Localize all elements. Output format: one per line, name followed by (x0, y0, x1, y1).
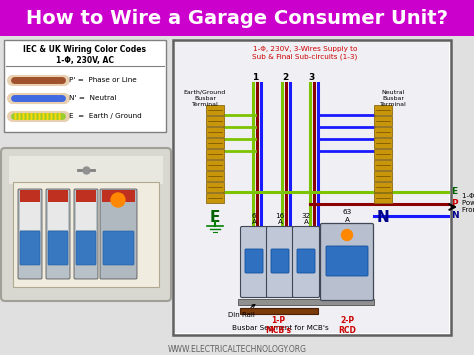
Text: N' =  Neutral: N' = Neutral (69, 95, 117, 101)
FancyBboxPatch shape (320, 224, 374, 300)
FancyBboxPatch shape (292, 226, 319, 297)
Text: Neutral
Busbar
Terminal: Neutral Busbar Terminal (380, 90, 406, 106)
Bar (206, 127, 224, 137)
Text: 1-Φ, 230V
Power Supply
From MDB: 1-Φ, 230V Power Supply From MDB (462, 193, 474, 213)
Text: 2-P
RCD: 2-P RCD (338, 316, 356, 335)
FancyBboxPatch shape (1, 148, 171, 301)
Bar (374, 116, 392, 126)
Bar (374, 160, 392, 170)
Bar (206, 105, 224, 115)
Bar (374, 182, 392, 192)
Bar (173, 40, 451, 335)
FancyBboxPatch shape (271, 249, 289, 273)
FancyBboxPatch shape (245, 249, 263, 273)
Text: E: E (210, 210, 220, 225)
Bar (206, 160, 224, 170)
Text: 2: 2 (282, 73, 288, 82)
FancyBboxPatch shape (266, 226, 293, 297)
Bar (13, 182, 159, 287)
FancyBboxPatch shape (48, 231, 68, 265)
Text: Earth/Ground
Busbar
Terminal: Earth/Ground Busbar Terminal (184, 90, 226, 106)
Bar (206, 138, 224, 148)
Text: 1-Φ, 230V, 3-Wires Supply to
Sub & Final Sub-circuits (1-3): 1-Φ, 230V, 3-Wires Supply to Sub & Final… (252, 46, 357, 60)
Bar (206, 171, 224, 181)
Bar (9, 156, 163, 184)
FancyBboxPatch shape (46, 189, 70, 279)
Text: Din Rail: Din Rail (228, 305, 255, 318)
Bar (374, 193, 392, 203)
Text: Busbar Segment for MCB's: Busbar Segment for MCB's (232, 325, 328, 331)
Bar (48, 202, 68, 230)
Bar (206, 193, 224, 203)
Text: 16
A: 16 A (275, 213, 284, 225)
Bar (206, 149, 224, 159)
FancyBboxPatch shape (240, 226, 267, 297)
Text: WWW.ELECTRICALTECHNOLOGY.ORG: WWW.ELECTRICALTECHNOLOGY.ORG (167, 344, 307, 354)
Bar (175, 42, 449, 333)
Bar (76, 190, 96, 202)
Text: N: N (451, 212, 459, 220)
Bar (20, 202, 40, 230)
Bar (374, 127, 392, 137)
Text: 1-P
MCB's: 1-P MCB's (265, 316, 291, 335)
Text: IEC & UK Wiring Color Codes: IEC & UK Wiring Color Codes (24, 45, 146, 55)
Bar (0, 0, 474, 36)
FancyBboxPatch shape (297, 249, 315, 273)
Bar (374, 149, 392, 159)
FancyBboxPatch shape (74, 189, 98, 279)
FancyBboxPatch shape (103, 231, 134, 265)
Text: P: P (451, 200, 457, 208)
FancyBboxPatch shape (18, 189, 42, 279)
Bar (76, 202, 96, 230)
Text: 6
A: 6 A (252, 213, 256, 225)
Text: N: N (377, 210, 389, 225)
Bar (374, 105, 392, 115)
Text: P' =  Phase or Line: P' = Phase or Line (69, 77, 137, 83)
FancyBboxPatch shape (76, 231, 96, 265)
Bar (374, 171, 392, 181)
Text: 32
A: 32 A (301, 213, 310, 225)
Text: 63
A: 63 A (342, 209, 352, 223)
FancyBboxPatch shape (20, 231, 40, 265)
Bar (238, 299, 374, 305)
Circle shape (111, 193, 125, 207)
Text: E  =  Earth / Ground: E = Earth / Ground (69, 113, 142, 119)
Circle shape (341, 229, 353, 240)
Bar (206, 182, 224, 192)
Bar (374, 138, 392, 148)
Bar (206, 116, 224, 126)
FancyBboxPatch shape (326, 246, 368, 276)
Text: E: E (451, 187, 457, 197)
Bar (48, 190, 68, 202)
Bar (240, 308, 318, 314)
Bar (20, 190, 40, 202)
Text: 1: 1 (252, 73, 258, 82)
Text: How to Wire a Garage Consumer Unit?: How to Wire a Garage Consumer Unit? (26, 9, 448, 27)
Bar (102, 190, 135, 202)
Text: 3: 3 (309, 73, 315, 82)
Text: 1-Φ, 230V, AC: 1-Φ, 230V, AC (56, 55, 114, 65)
Bar (4, 40, 166, 132)
FancyBboxPatch shape (100, 189, 137, 279)
